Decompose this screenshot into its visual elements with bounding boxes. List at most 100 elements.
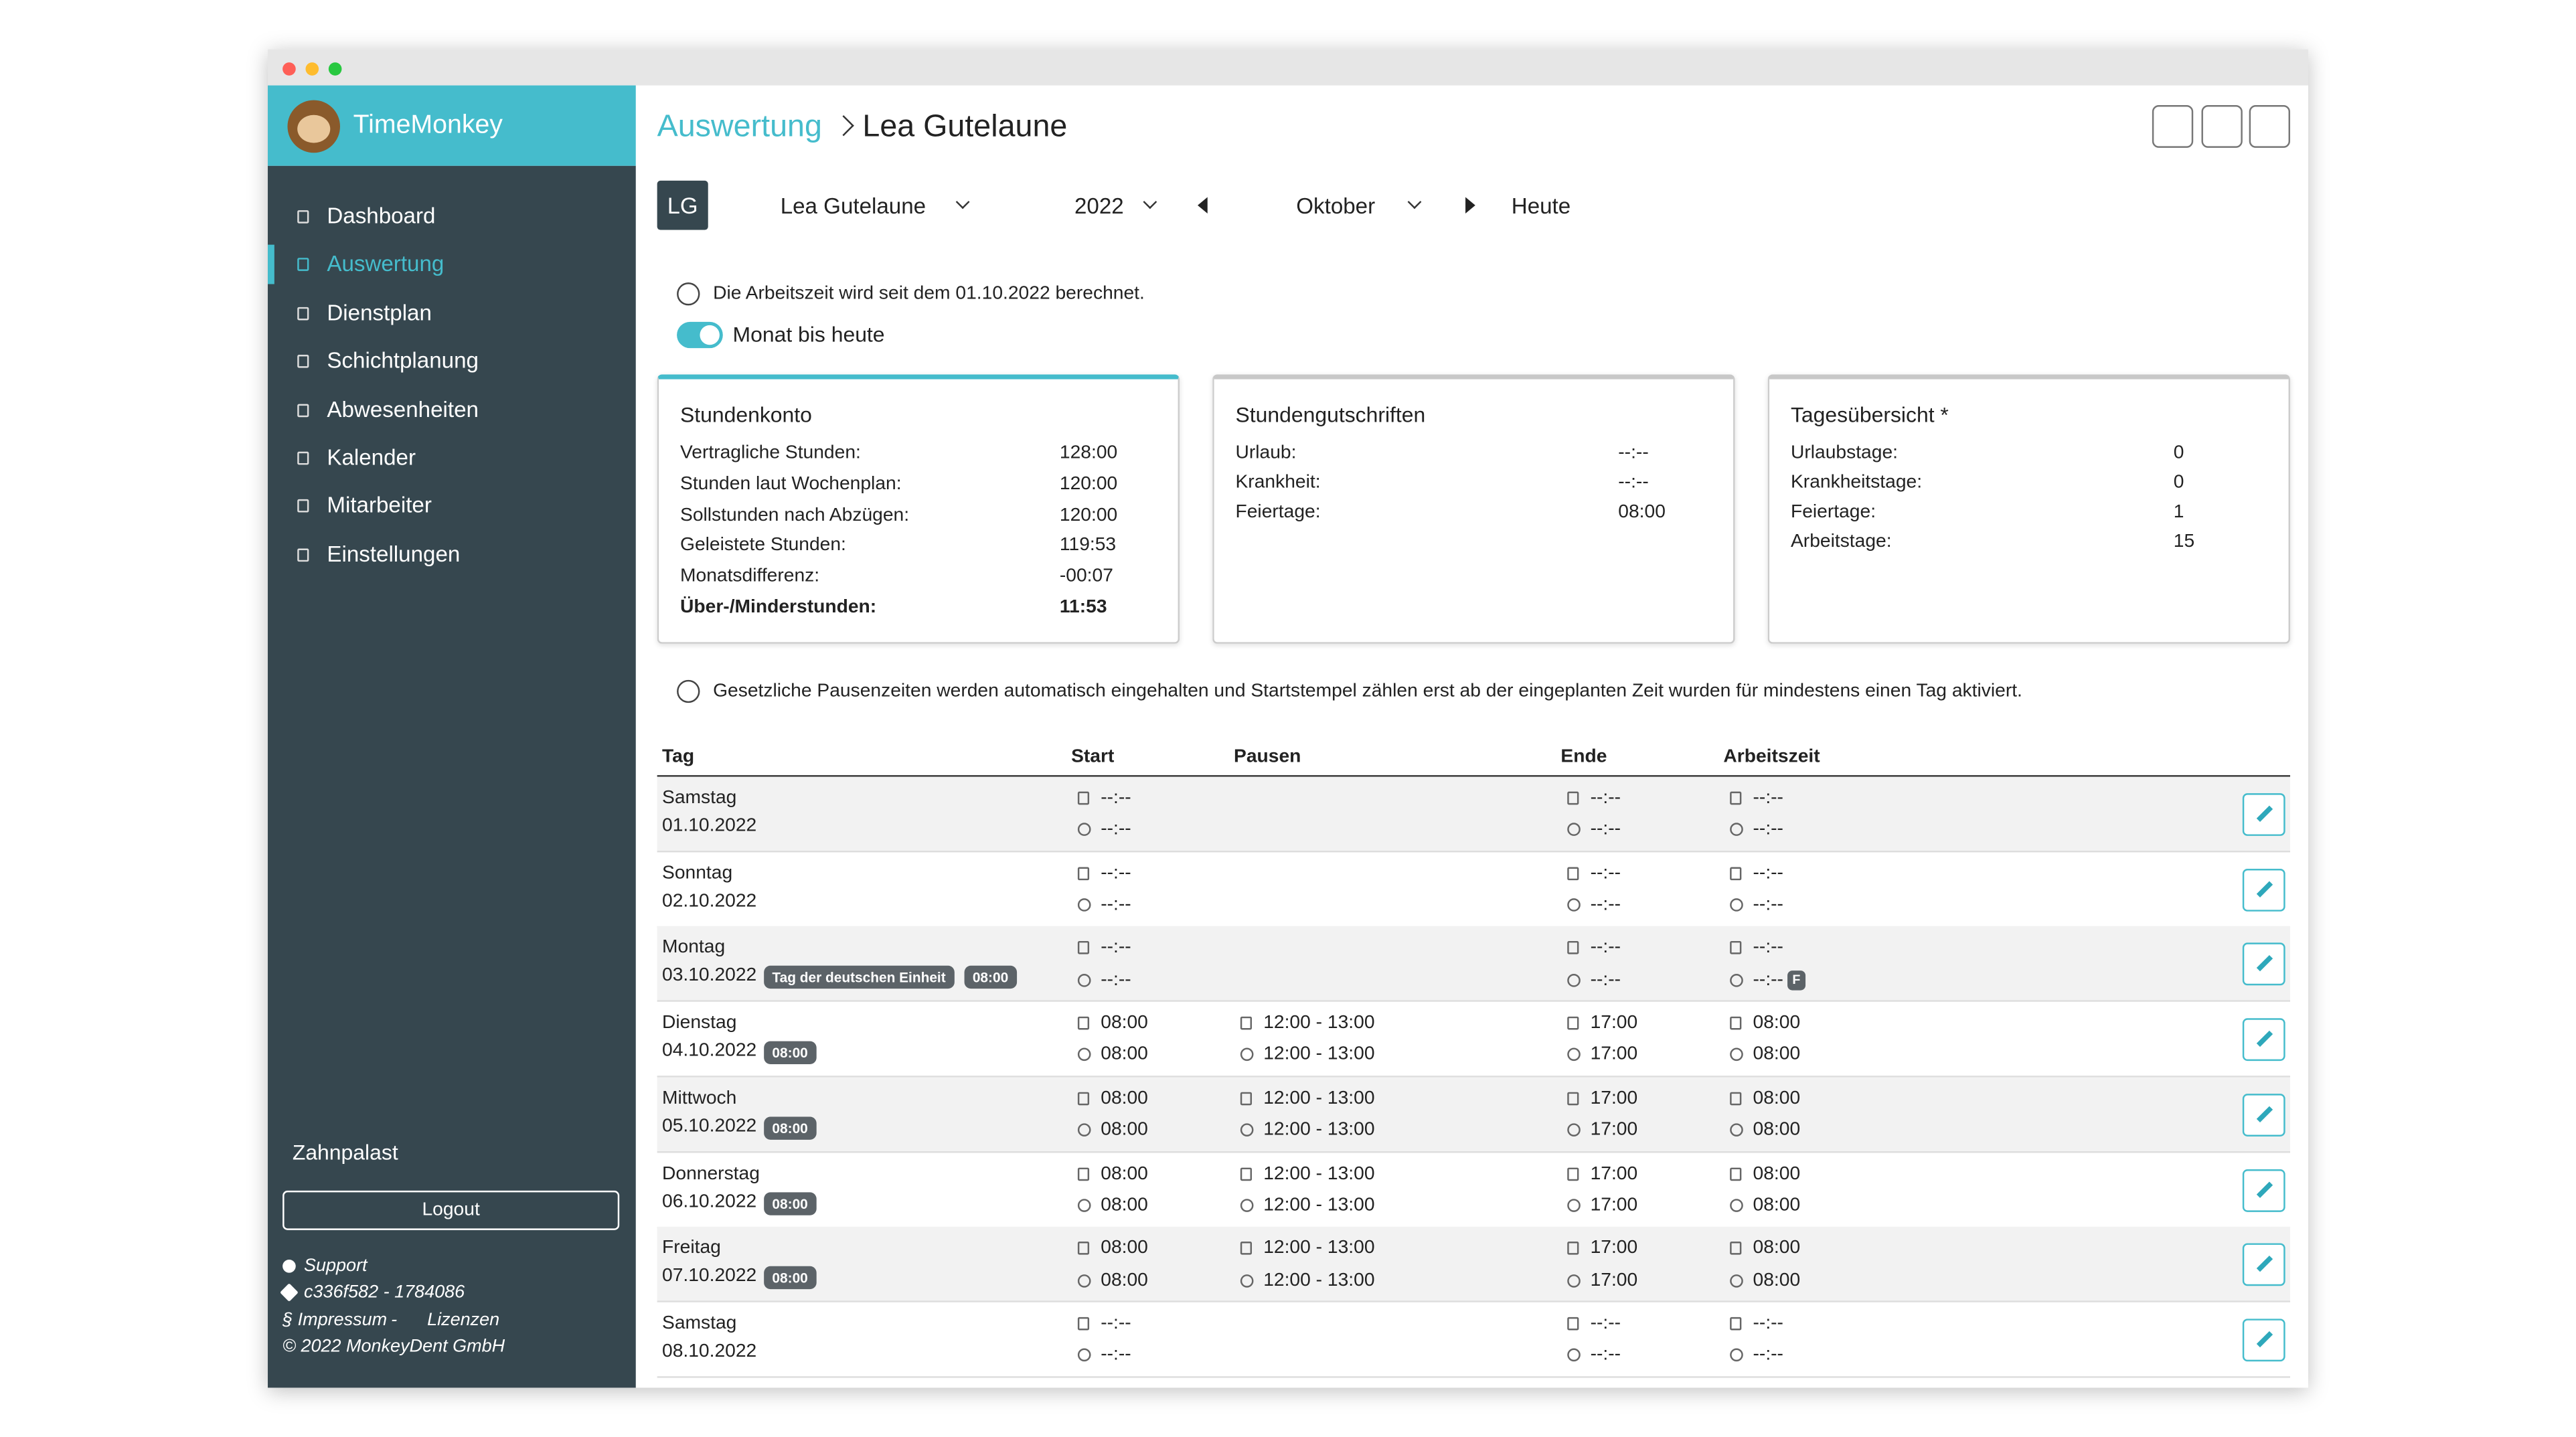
breadcrumb[interactable]: Auswertung — [657, 110, 822, 145]
edit-button[interactable] — [2242, 793, 2285, 836]
time-pausen: 12:00 - 13:00 — [1263, 1163, 1375, 1183]
prev-month[interactable] — [1198, 197, 1208, 214]
time-pausen: 12:00 - 13:00 — [1263, 1120, 1375, 1140]
time-start: --:-- — [1101, 820, 1131, 840]
card-title: Tagesübersicht * — [1790, 402, 1949, 427]
mail-button[interactable] — [2152, 105, 2194, 148]
badge: 08:00 — [964, 966, 1017, 990]
plan-icon — [1567, 941, 1579, 955]
impressum-link[interactable]: § Impressum — [283, 1311, 388, 1331]
clock-icon — [1567, 1273, 1581, 1287]
day: Donnerstag — [662, 1163, 760, 1183]
clock-icon — [1077, 1123, 1091, 1137]
day: Mittwoch — [662, 1088, 737, 1108]
row-bg — [657, 776, 2291, 853]
time-arbeitszeit: 08:00 — [1753, 1013, 1801, 1033]
date: 02.10.2022 — [662, 891, 757, 912]
logout-button[interactable]: Logout — [283, 1190, 620, 1230]
card-label: Stunden laut Wochenplan: — [679, 474, 902, 495]
app-name: TimeMonkey — [353, 111, 503, 140]
edit-button[interactable] — [2242, 1093, 2285, 1136]
card-value: 0 — [2173, 473, 2184, 493]
clock-icon — [1730, 898, 1743, 912]
nav-item[interactable]: Einstellungen — [327, 541, 461, 567]
time-start: --:-- — [1101, 1345, 1131, 1365]
clock-icon — [1077, 1198, 1091, 1212]
info-icon — [677, 679, 700, 703]
card-label: Vertragliche Stunden: — [679, 443, 861, 463]
nav-icon — [297, 403, 309, 417]
maximize-dot[interactable] — [328, 62, 342, 76]
support-link[interactable]: Support — [304, 1256, 368, 1276]
edit-button[interactable] — [2242, 1243, 2285, 1286]
clock-icon — [1730, 823, 1743, 837]
info-button[interactable] — [2249, 105, 2291, 148]
clock-icon — [1077, 973, 1091, 987]
card-title: Stundengutschriften — [1235, 402, 1426, 427]
nav-item[interactable]: Mitarbeiter — [327, 493, 432, 518]
plan-icon — [1567, 1092, 1579, 1105]
nav-icon — [297, 499, 309, 513]
nav-icon — [297, 258, 309, 272]
nav-item[interactable]: Dienstplan — [327, 300, 432, 325]
time-arbeitszeit: 08:00 — [1753, 1270, 1801, 1290]
today-button[interactable]: Heute — [1511, 193, 1571, 219]
plan-icon — [1730, 866, 1742, 880]
plan-icon — [1077, 1242, 1090, 1256]
time-ende: --:-- — [1590, 1313, 1621, 1334]
card-label: Feiertage: — [1790, 502, 1876, 523]
plan-icon — [1567, 1242, 1579, 1256]
plan-icon — [1567, 1317, 1579, 1331]
card-value: 11:53 — [1059, 598, 1107, 618]
card-label: Feiertage: — [1235, 502, 1321, 523]
nav-item[interactable]: Dashboard — [327, 203, 436, 229]
time-arbeitszeit: 08:00 — [1753, 1163, 1801, 1183]
clock-icon — [1567, 1048, 1581, 1062]
edit-button[interactable] — [2242, 1018, 2285, 1062]
plan-icon — [1240, 1242, 1253, 1256]
card-label: Sollstunden nach Abzügen: — [679, 505, 910, 525]
month-select[interactable]: Oktober — [1296, 193, 1376, 219]
close-dot[interactable] — [283, 62, 296, 76]
nav-icon — [297, 307, 309, 320]
card-value: 0 — [2173, 443, 2184, 463]
time-start: 08:00 — [1101, 1195, 1148, 1215]
clock-icon — [1730, 1348, 1743, 1362]
licenses-link[interactable]: Lizenzen — [427, 1311, 500, 1331]
minimize-dot[interactable] — [305, 62, 319, 76]
nav-item[interactable]: Schichtplanung — [327, 348, 479, 373]
card-label: Geleistete Stunden: — [679, 535, 846, 556]
plan-icon — [1730, 941, 1742, 955]
card-value: --:-- — [1618, 473, 1649, 493]
card-value: 15 — [2173, 531, 2195, 552]
support-icon — [283, 1259, 296, 1273]
toggle-knob — [700, 325, 720, 345]
time-arbeitszeit: --:-- — [1753, 820, 1783, 840]
card-value: 08:00 — [1618, 502, 1666, 523]
time-start: --:-- — [1101, 788, 1131, 809]
time-ende: 17:00 — [1590, 1163, 1638, 1183]
logo-face — [297, 114, 331, 143]
print-button[interactable] — [2201, 105, 2243, 148]
time-start: 08:00 — [1101, 1013, 1148, 1033]
next-month[interactable] — [1465, 197, 1475, 214]
time-arbeitszeit: --:-- — [1753, 938, 1783, 958]
time-start: 08:00 — [1101, 1238, 1148, 1258]
nav-item[interactable]: Auswertung — [327, 252, 445, 277]
edit-button[interactable] — [2242, 868, 2285, 912]
edit-button[interactable] — [2242, 1168, 2285, 1211]
nav-item[interactable]: Kalender — [327, 444, 416, 470]
row-bg — [657, 1001, 2291, 1078]
nav-item[interactable]: Abwesenheiten — [327, 396, 479, 422]
time-arbeitszeit: 08:00 — [1753, 1238, 1801, 1258]
edit-button[interactable] — [2242, 1319, 2285, 1361]
plan-icon — [1730, 1242, 1742, 1256]
plan-icon — [1240, 1092, 1253, 1105]
day: Sonntag — [662, 863, 733, 883]
employee-select[interactable]: Lea Gutelaune — [780, 193, 927, 219]
year-select[interactable]: 2022 — [1074, 193, 1124, 219]
time-start: 08:00 — [1101, 1163, 1148, 1183]
time-pausen: 12:00 - 13:00 — [1263, 1013, 1375, 1033]
edit-button[interactable] — [2242, 943, 2285, 987]
nav-icon — [297, 451, 309, 465]
